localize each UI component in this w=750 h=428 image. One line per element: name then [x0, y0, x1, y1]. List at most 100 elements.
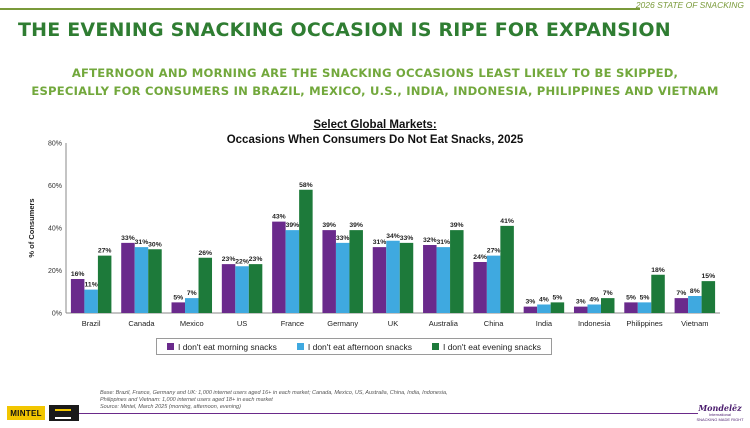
bar-indonesia-2	[600, 298, 615, 313]
bar-china-0	[473, 262, 487, 313]
y-axis-label: % of Consumers	[27, 198, 36, 257]
data-label: 5%	[640, 294, 650, 301]
data-label: 31%	[437, 239, 451, 246]
x-tick-label: Canada	[128, 319, 155, 328]
legend-item-afternoon: I don't eat afternoon snacks	[296, 341, 413, 352]
bar-brazil-2	[97, 255, 112, 313]
legend-swatch-morning	[166, 343, 174, 350]
data-label: 39%	[286, 222, 300, 229]
footnote-base-1: Base: Brazil, France, Germany and UK: 1,…	[100, 390, 448, 396]
data-label: 33%	[400, 235, 414, 242]
bar-canada-2	[148, 249, 162, 313]
data-label: 32%	[423, 237, 437, 244]
report-tag: 2026 STATE OF SNACKING	[635, 0, 744, 10]
data-label: 39%	[349, 222, 363, 229]
data-label: 24%	[473, 254, 487, 261]
bar-uk-2	[399, 242, 414, 313]
legend-label-afternoon: I don't eat afternoon snacks	[307, 341, 413, 352]
footnote: Base: Brazil, France, Germany and UK: 1,…	[100, 390, 500, 411]
data-label: 26%	[198, 250, 212, 257]
legend-item-morning: I don't eat morning snacks	[166, 341, 277, 352]
data-label: 22%	[235, 258, 249, 265]
data-label: 31%	[135, 239, 149, 246]
x-tick-label: Brazil	[82, 319, 101, 328]
data-label: 15%	[702, 273, 716, 280]
bar-australia-1	[436, 247, 451, 313]
bar-india-2	[550, 302, 565, 313]
data-label: 27%	[98, 248, 112, 255]
bar-uk-0	[372, 247, 387, 313]
x-tick-label: India	[536, 319, 553, 328]
x-tick-label: US	[237, 319, 247, 328]
bar-philippines-0	[624, 302, 638, 313]
top-rule	[0, 8, 640, 10]
page-title: THE EVENING SNACKING OCCASION IS RIPE FO…	[18, 19, 671, 41]
x-tick-label: Indonesia	[578, 319, 611, 328]
bar-philippines-2	[651, 274, 665, 313]
data-label: 7%	[676, 290, 686, 297]
bar-us-1	[235, 266, 249, 313]
data-label: 4%	[539, 297, 549, 304]
data-label: 5%	[173, 294, 183, 301]
bar-canada-1	[134, 247, 149, 313]
bar-canada-0	[121, 242, 135, 313]
data-label: 58%	[299, 182, 313, 189]
y-tick-label: 20%	[48, 268, 62, 275]
bar-us-0	[221, 264, 236, 313]
partner-logo	[49, 405, 79, 421]
bar-germany-1	[335, 242, 350, 313]
bar-australia-0	[423, 245, 437, 313]
y-tick-label: 0%	[52, 311, 62, 318]
data-label: 43%	[272, 214, 286, 221]
data-label: 8%	[690, 288, 700, 295]
legend-item-evening: I don't eat evening snacks	[431, 342, 541, 352]
bar-brazil-0	[70, 279, 85, 313]
data-label: 23%	[249, 256, 263, 263]
data-label: 33%	[336, 235, 350, 242]
bar-mexico-1	[185, 298, 199, 313]
data-label: 27%	[487, 248, 501, 255]
bar-philippines-1	[637, 302, 652, 313]
data-label: 31%	[373, 239, 387, 246]
legend-swatch-evening	[431, 343, 439, 350]
bar-brazil-1	[84, 289, 98, 313]
data-label: 30%	[148, 241, 162, 248]
data-label: 3%	[576, 299, 586, 306]
page-subtitle: AFTERNOON AND MORNING ARE THE SNACKING O…	[0, 64, 750, 100]
legend-label-morning: I don't eat morning snacks	[177, 341, 277, 352]
footnote-source: Source: Mintel, March 2025 (morning, aft…	[100, 404, 241, 410]
y-tick-label: 40%	[48, 226, 62, 233]
footer-rule	[78, 413, 698, 414]
data-label: 11%	[85, 282, 98, 289]
x-tick-label: France	[281, 319, 304, 328]
data-label: 3%	[526, 299, 536, 306]
data-label: 7%	[603, 290, 613, 297]
data-label: 16%	[71, 271, 85, 278]
bar-germany-0	[322, 230, 336, 313]
bar-vietnam-0	[674, 298, 689, 313]
bar-india-0	[523, 306, 538, 313]
data-label: 33%	[121, 235, 135, 242]
data-label: 4%	[589, 297, 599, 304]
mondelez-sub-2: SNACKING MADE RIGHT	[696, 417, 744, 422]
y-tick-label: 80%	[48, 141, 62, 148]
bar-france-2	[299, 189, 313, 313]
chart-legend: I don't eat morning snacks I don't eat a…	[156, 338, 552, 355]
bar-mexico-0	[171, 302, 186, 313]
bar-us-2	[248, 264, 263, 313]
mintel-logo: MINTEL	[7, 406, 45, 420]
bar-vietnam-2	[701, 281, 716, 313]
x-tick-label: China	[484, 319, 504, 328]
top-band: 2026 STATE OF SNACKING	[0, 0, 750, 12]
x-tick-label: UK	[388, 319, 398, 328]
chart-title: Select Global Markets:	[313, 119, 437, 131]
mondelez-sub-1: International	[708, 412, 731, 417]
bar-mexico-2	[198, 257, 213, 313]
subtitle-line-2: ESPECIALLY FOR CONSUMERS IN BRAZIL, MEXI…	[31, 84, 719, 98]
data-label: 23%	[222, 256, 236, 263]
bar-uk-1	[386, 240, 400, 313]
mondelez-wordmark: Mondelēz	[698, 403, 742, 413]
bar-indonesia-1	[587, 304, 601, 313]
data-label: 7%	[187, 290, 197, 297]
